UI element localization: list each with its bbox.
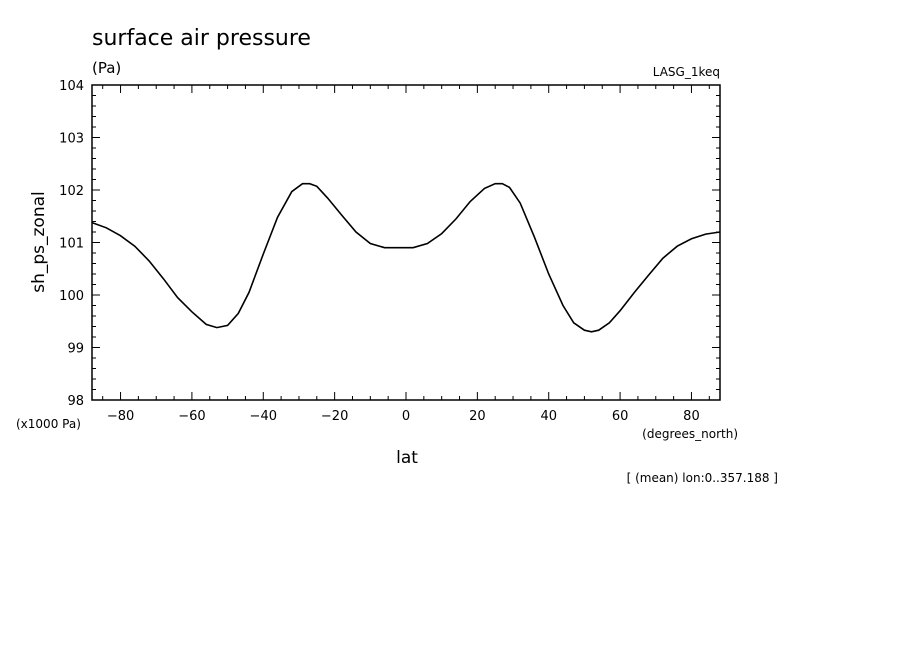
y-tick-label: 103 (59, 132, 84, 147)
dataset-label: LASG_1keq (653, 65, 720, 79)
x-tick-label: −40 (250, 409, 277, 424)
x-tick-label: −60 (178, 409, 205, 424)
y-tick-label: 100 (59, 289, 84, 304)
x-tick-label: 80 (683, 409, 700, 424)
x-axis-units: (degrees_north) (642, 427, 738, 441)
y-axis-label: sh_ps_zonal (29, 191, 49, 293)
x-tick-label: 20 (469, 409, 486, 424)
x-tick-label: 40 (540, 409, 557, 424)
chart-title: surface air pressure (92, 26, 311, 51)
y-tick-labels: 98 99 100 101 102 103 104 (59, 79, 84, 409)
y-tick-label: 101 (59, 237, 84, 252)
x-tick-label: 0 (402, 409, 410, 424)
chart-units: (Pa) (92, 59, 121, 77)
y-tick-label: 104 (59, 79, 84, 94)
plot-frame (91, 84, 721, 401)
x-tick-label: 60 (612, 409, 629, 424)
y-tick-label: 102 (59, 184, 84, 199)
y-tick-label: 98 (67, 394, 84, 409)
axis-ticks (92, 84, 720, 401)
x-tick-label: −20 (321, 409, 348, 424)
series-line (91, 182, 721, 333)
footnote: [ (mean) lon:0..357.188 ] (627, 471, 778, 485)
x-axis-label: lat (396, 448, 418, 468)
x-tick-label: −80 (107, 409, 134, 424)
y-scale-label: (x1000 Pa) (16, 417, 81, 431)
y-tick-label: 99 (67, 342, 84, 357)
x-tick-labels: −80 −60 −40 −20 0 20 40 60 80 (107, 409, 700, 424)
